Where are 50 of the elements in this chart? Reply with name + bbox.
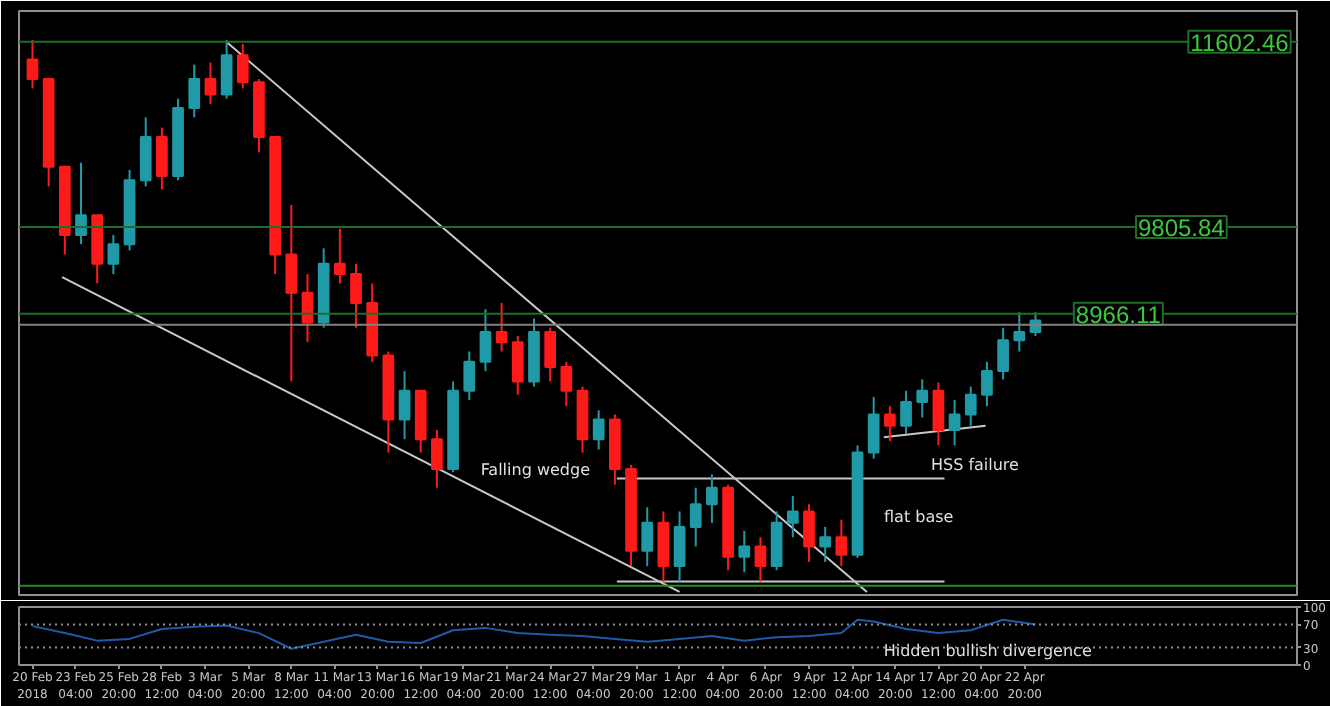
ref-line-label: 11602.46 <box>1190 28 1290 57</box>
candlestick <box>657 510 670 583</box>
candlestick <box>544 326 557 383</box>
candlestick <box>139 116 152 188</box>
candlestick <box>819 525 832 563</box>
candlestick <box>350 262 362 329</box>
candlestick <box>997 326 1009 381</box>
candlestick <box>592 409 605 451</box>
annotation: Falling wedge <box>480 461 591 480</box>
candlestick <box>738 530 751 574</box>
annotation: Hidden bullish divergence <box>883 641 1092 660</box>
candlestick <box>495 302 508 353</box>
annotation: flat base <box>884 507 954 526</box>
candlestick <box>463 350 476 401</box>
candlestick <box>900 389 912 436</box>
candlestick <box>948 398 961 447</box>
candlestick <box>706 473 718 524</box>
candlestick <box>204 61 217 105</box>
candlestick <box>1013 311 1026 353</box>
candlestick <box>754 536 767 583</box>
candlestick <box>673 510 686 583</box>
candlestick <box>431 428 443 489</box>
candlestick <box>333 227 346 285</box>
candlestick <box>75 161 87 246</box>
candlestick <box>560 360 573 408</box>
candlestick <box>236 43 249 90</box>
candlestick <box>786 494 799 539</box>
candlestick <box>220 38 233 100</box>
ref-line-label: 8966.11 <box>1075 300 1162 329</box>
candlestick <box>981 360 993 408</box>
candlestick <box>26 38 39 90</box>
candlestick <box>188 63 201 119</box>
candlestick <box>916 378 929 419</box>
candlestick <box>867 395 880 460</box>
candlestick <box>932 381 945 447</box>
candlestick <box>398 370 411 441</box>
candlestick <box>835 518 848 568</box>
candlestick <box>964 385 977 427</box>
candlestick <box>156 126 168 191</box>
annotation: HSS failure <box>930 455 1020 474</box>
candlestick <box>479 308 492 373</box>
candlestick <box>770 510 783 572</box>
candlestick <box>285 203 298 383</box>
candlestick <box>107 233 120 276</box>
ref-line-label: 9805.84 <box>1137 214 1226 243</box>
candlestick <box>641 506 654 568</box>
candlestick <box>884 405 896 443</box>
candlestick <box>511 335 524 396</box>
candlestick <box>689 486 702 548</box>
candlestick <box>803 503 815 563</box>
